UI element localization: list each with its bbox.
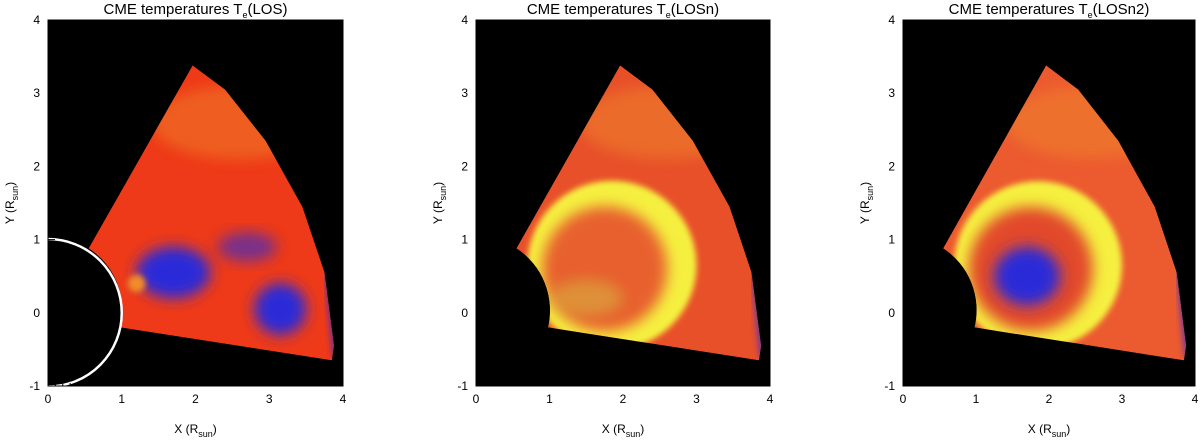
y-tick-label: 0 xyxy=(461,306,468,320)
x-tick-label: 2 xyxy=(1046,392,1053,406)
y-tick-label: 2 xyxy=(33,159,40,173)
x-axis-label: X (Rsun) xyxy=(602,422,645,439)
y-axis-label: Y (Rsun) xyxy=(3,182,20,224)
x-tick-label: 2 xyxy=(192,392,199,406)
x-tick-label: 4 xyxy=(1192,392,1199,406)
y-tick-label: -1 xyxy=(29,379,40,393)
chart-title: CME temperatures Te(LOS) xyxy=(104,1,288,20)
y-tick-label: 1 xyxy=(888,233,895,247)
occulter-disk xyxy=(48,237,123,386)
x-tick-label: 4 xyxy=(340,392,347,406)
x-tick-label: 0 xyxy=(45,392,52,406)
ticks xyxy=(902,19,1196,387)
y-tick-label: -1 xyxy=(884,379,895,393)
occulter xyxy=(48,237,123,386)
x-tick-label: 3 xyxy=(1119,392,1126,406)
x-tick-label: 3 xyxy=(693,392,700,406)
panel-2: 0 1 2 3 4 -1 0 1 2 3 4 CME temperatures Te(LOSn) X (… xyxy=(431,1,774,439)
y-tick-label: 3 xyxy=(888,86,895,100)
y-tick-label: 0 xyxy=(888,306,895,320)
cool-region xyxy=(254,283,307,335)
chart-title: CME temperatures Te(LOSn2) xyxy=(949,1,1150,20)
ticks xyxy=(475,19,771,387)
panel-3: 0 1 2 3 4 -1 0 1 2 3 4 CME temperatures Te(LOSn2) X … xyxy=(858,1,1199,439)
chart-title: CME temperatures Te(LOSn) xyxy=(527,1,719,20)
warm-region xyxy=(549,279,623,317)
x-axis-label: X (Rsun) xyxy=(1028,422,1071,439)
y-tick-label: 4 xyxy=(888,13,895,27)
y-tick-label: 0 xyxy=(33,306,40,320)
cool-cavity xyxy=(136,246,211,299)
x-tick-label: 4 xyxy=(767,392,774,406)
x-tick-label: 0 xyxy=(473,392,480,406)
y-tick-label: -1 xyxy=(457,379,468,393)
x-tick-label: 3 xyxy=(266,392,273,406)
warm-blob xyxy=(127,274,146,293)
y-tick-label: 1 xyxy=(461,233,468,247)
x-axis-label: X (Rsun) xyxy=(174,422,217,439)
ticks xyxy=(47,19,344,387)
y-tick-label: 2 xyxy=(888,159,895,173)
y-tick-label: 1 xyxy=(33,233,40,247)
y-tick-label: 3 xyxy=(33,86,40,100)
x-tick-label: 1 xyxy=(546,392,553,406)
x-tick-label: 0 xyxy=(900,392,907,406)
x-tick-label: 1 xyxy=(973,392,980,406)
y-tick-label: 2 xyxy=(461,159,468,173)
cool-region xyxy=(217,232,277,262)
x-tick-label: 1 xyxy=(118,392,125,406)
y-tick-label: 4 xyxy=(461,13,468,27)
panel-1: 0 1 2 3 4 -1 0 1 2 3 4 CME temperatures Te(LOS) X (R… xyxy=(3,1,347,439)
cool-cavity xyxy=(994,247,1060,306)
y-tick-label: 3 xyxy=(461,86,468,100)
y-tick-label: 4 xyxy=(33,13,40,27)
y-axis-label: Y (Rsun) xyxy=(858,182,875,224)
x-tick-label: 2 xyxy=(620,392,627,406)
y-axis-label: Y (Rsun) xyxy=(431,182,448,224)
